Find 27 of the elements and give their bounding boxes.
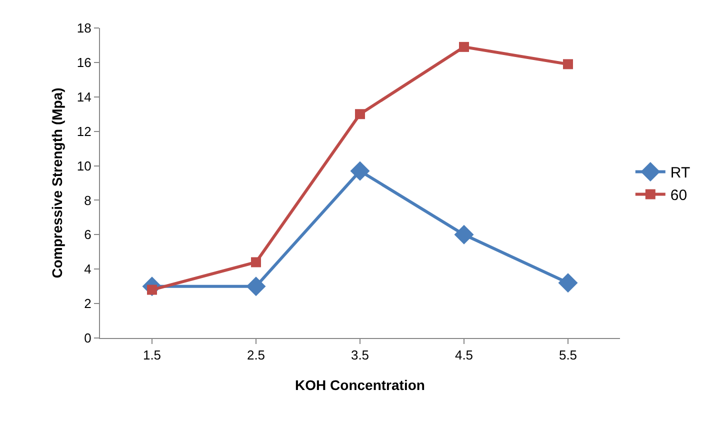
y-axis-title: Compressive Strength (Mpa) — [49, 88, 65, 278]
point — [251, 257, 261, 268]
point — [459, 42, 469, 52]
y-tick-label: 4 — [84, 262, 92, 277]
x-tick-label: 2.5 — [246, 348, 266, 363]
x-tick-label: 5.5 — [558, 348, 578, 363]
point — [355, 109, 365, 120]
x-tick-label: 3.5 — [350, 348, 370, 363]
point — [558, 273, 578, 293]
y-tick-label: 6 — [84, 227, 92, 242]
y-tick-label: 16 — [76, 54, 92, 70]
x-tick-label: 1.5 — [142, 348, 162, 363]
y-tick-label: 14 — [76, 89, 92, 104]
y-tick-label: 0 — [84, 330, 92, 346]
y-tick-label: 8 — [84, 192, 92, 208]
point — [563, 59, 573, 70]
y-tick-label: 2 — [84, 296, 92, 312]
x-axis-title: KOH Concentration — [295, 377, 425, 393]
x-tick-label: 4.5 — [454, 348, 474, 363]
y-tick-label: 18 — [76, 20, 92, 36]
point — [246, 276, 266, 296]
y-tick-label: 12 — [76, 124, 92, 139]
point — [454, 224, 474, 244]
point — [350, 161, 370, 181]
legend-label: 60 — [670, 187, 688, 204]
y-tick-label: 10 — [76, 158, 92, 174]
legend-label: RT — [670, 164, 690, 182]
